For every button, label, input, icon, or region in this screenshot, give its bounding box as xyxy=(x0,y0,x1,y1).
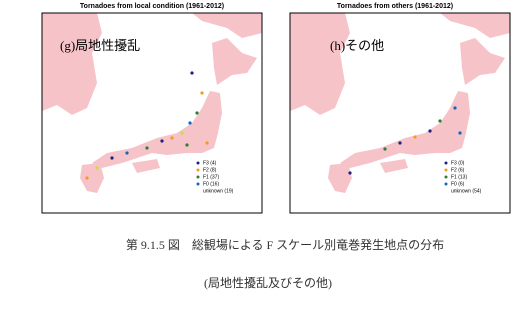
legend-entry: F3 (4) xyxy=(203,160,217,166)
legend-entry: F0 (6) xyxy=(451,181,465,187)
legend-entry: unknown (19) xyxy=(203,188,234,194)
map-left: (g)局地性擾乱 F3 (4) F2 (8) F1 (37) F0 (16) u… xyxy=(41,12,263,214)
legend-entry: F1 (13) xyxy=(451,174,467,180)
panel-label: (g)局地性擾乱 xyxy=(60,38,140,53)
panel-title: Tornadoes from local condition (1961-201… xyxy=(80,3,224,10)
caption-line: 第 9.1.5 図 総観場による F スケール別竜巻発生地点の分布 xyxy=(126,238,444,252)
panel-label: (h)その他 xyxy=(330,38,384,53)
legend-entry: F2 (6) xyxy=(451,167,465,173)
panel-title: Tornadoes from others (1961-2012) xyxy=(337,3,453,10)
map-right: (h)その他 F3 (0) F2 (6) F1 (13) F0 (6) unkn… xyxy=(289,12,511,214)
tornado-points xyxy=(348,106,462,175)
tornado-points xyxy=(85,71,209,180)
legend-entry: unknown (54) xyxy=(451,188,482,194)
caption-line: (局地性擾乱及びその他) xyxy=(204,276,332,290)
legend-entry: F0 (16) xyxy=(203,181,219,187)
legend-entry: F3 (0) xyxy=(451,160,465,166)
legend-entry: F1 (37) xyxy=(203,174,219,180)
legend-entry: F2 (8) xyxy=(203,167,217,173)
legend: F3 (4) F2 (8) F1 (37) F0 (16) unknown (1… xyxy=(196,160,234,194)
legend: F3 (0) F2 (6) F1 (13) F0 (6) unknown (54… xyxy=(444,160,482,194)
